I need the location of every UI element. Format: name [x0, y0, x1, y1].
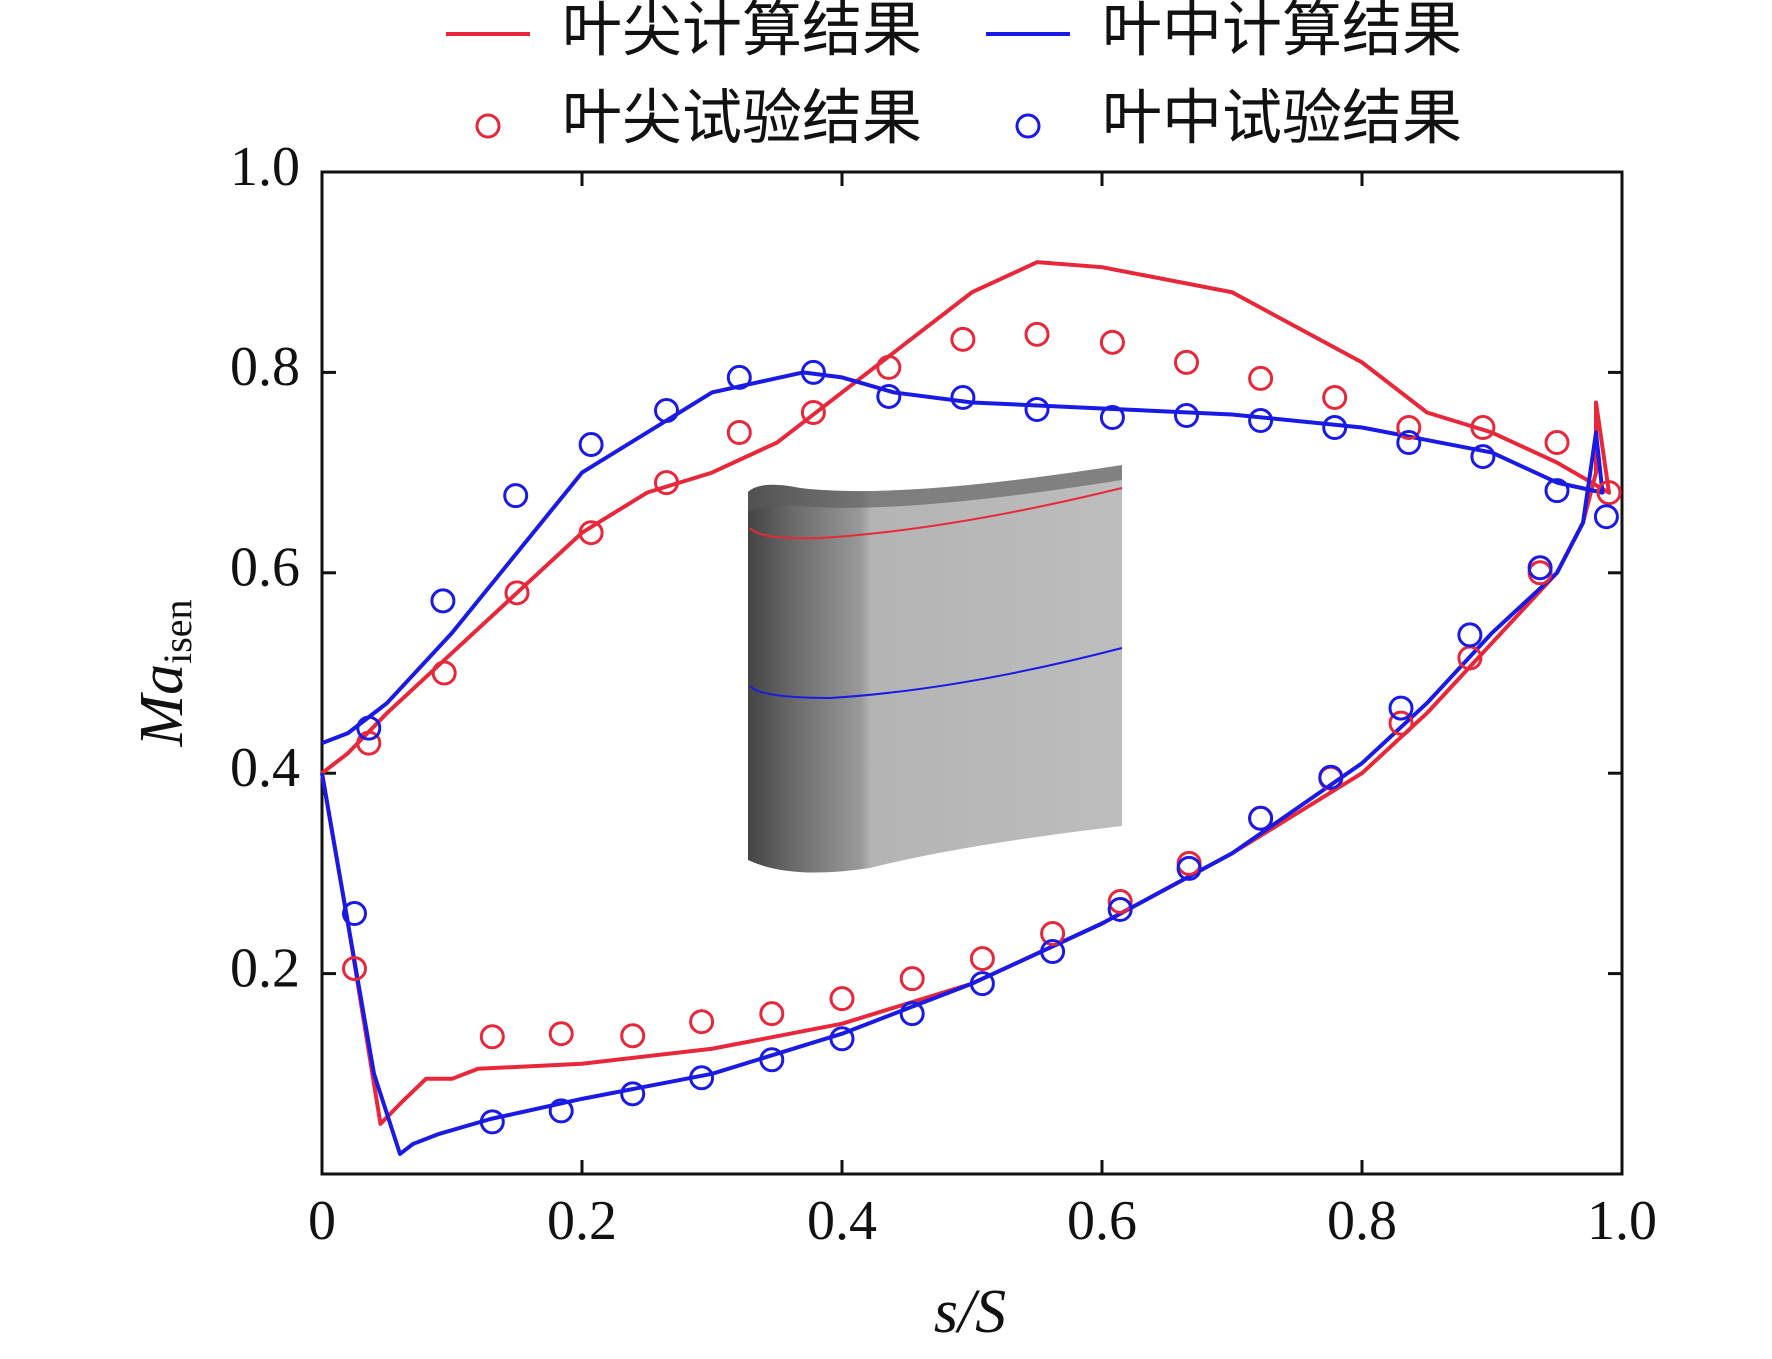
x-tick-label: 0.8 — [1327, 1190, 1397, 1252]
data-point — [654, 397, 679, 423]
legend-label: 叶尖计算结果 — [562, 0, 922, 66]
legend-swatch — [475, 113, 501, 139]
data-point — [1024, 396, 1050, 422]
data-point — [829, 986, 855, 1012]
data-point — [1527, 555, 1553, 581]
data-point — [479, 1024, 505, 1050]
data-point — [1040, 939, 1066, 965]
data-point — [1396, 430, 1422, 456]
blade-inset — [748, 465, 1123, 873]
data-point — [620, 1081, 646, 1107]
data-point — [969, 946, 995, 972]
data-point — [899, 966, 925, 992]
data-point — [1457, 622, 1483, 648]
data-point — [1322, 384, 1348, 410]
data-point — [1396, 415, 1422, 441]
data-point — [899, 1001, 925, 1027]
data-point — [479, 1109, 505, 1135]
data-point — [1174, 349, 1199, 375]
data-point — [950, 326, 976, 352]
data-point — [1593, 504, 1619, 530]
x-tick-label: 0 — [308, 1190, 336, 1252]
data-point — [1107, 896, 1133, 922]
data-point — [1527, 560, 1553, 586]
y-tick-label: 0.6 — [230, 537, 300, 599]
data-point — [1544, 478, 1570, 504]
data-point — [430, 588, 456, 614]
y-tick-label: 0.2 — [230, 937, 300, 999]
legend-label: 叶中试验结果 — [1102, 84, 1462, 154]
legend-swatch — [1015, 113, 1041, 139]
data-line — [320, 370, 1605, 1156]
data-point — [800, 399, 826, 425]
data-point — [1318, 764, 1344, 790]
data-point — [689, 1009, 715, 1035]
y-axis-label: Maisen — [128, 599, 200, 747]
data-point — [578, 432, 604, 458]
data-point — [800, 359, 826, 385]
y-axis-label-main: Ma — [128, 664, 196, 748]
y-tick-label: 1.0 — [230, 136, 300, 198]
data-point — [1024, 321, 1050, 347]
data-point — [356, 715, 382, 741]
data-point — [342, 900, 367, 926]
x-tick-label: 0.4 — [807, 1190, 877, 1252]
data-point — [759, 1047, 785, 1073]
legend-label: 叶中计算结果 — [1102, 0, 1462, 66]
data-point — [1248, 805, 1274, 831]
x-axis-label: s/S — [934, 1278, 1006, 1346]
data-point — [1388, 695, 1414, 721]
data-point — [1248, 365, 1274, 391]
data-point — [1248, 407, 1274, 433]
y-tick-label: 0.4 — [230, 737, 300, 799]
data-point — [1596, 480, 1622, 506]
data-point — [548, 1021, 574, 1047]
x-tick-label: 0.2 — [547, 1190, 617, 1252]
data-line — [320, 260, 1611, 1126]
data-point — [1388, 710, 1414, 736]
data-point — [1470, 444, 1496, 470]
data-point — [726, 364, 752, 390]
data-point — [654, 470, 679, 496]
data-point — [1040, 921, 1066, 947]
data-point — [342, 956, 367, 982]
data-point — [1470, 415, 1496, 441]
legend-label: 叶尖试验结果 — [562, 84, 922, 154]
x-tick-label: 0.6 — [1067, 1190, 1137, 1252]
data-point — [829, 1026, 855, 1052]
data-point — [578, 520, 604, 546]
data-point — [1099, 329, 1125, 355]
data-point — [876, 383, 902, 409]
data-point — [1176, 855, 1202, 881]
data-point — [1176, 850, 1202, 876]
data-point — [431, 660, 457, 686]
data-point — [759, 1001, 785, 1027]
data-point — [726, 420, 752, 446]
data-point — [876, 354, 902, 380]
y-axis-label-sub: isen — [155, 599, 200, 663]
x-tick-label: 1.0 — [1587, 1190, 1657, 1252]
data-point — [950, 384, 976, 410]
y-tick-label: 0.8 — [230, 336, 300, 398]
data-point — [969, 971, 995, 997]
data-point — [548, 1098, 574, 1124]
data-point — [1107, 888, 1133, 914]
data-point — [1099, 404, 1125, 430]
data-point — [1322, 415, 1348, 441]
plot-frame — [320, 170, 1624, 1176]
data-point — [356, 730, 382, 756]
data-point — [503, 483, 529, 509]
data-point — [1544, 430, 1570, 456]
data-point — [1174, 402, 1199, 428]
data-point — [504, 580, 530, 606]
data-point — [620, 1023, 646, 1049]
data-point — [689, 1065, 715, 1091]
